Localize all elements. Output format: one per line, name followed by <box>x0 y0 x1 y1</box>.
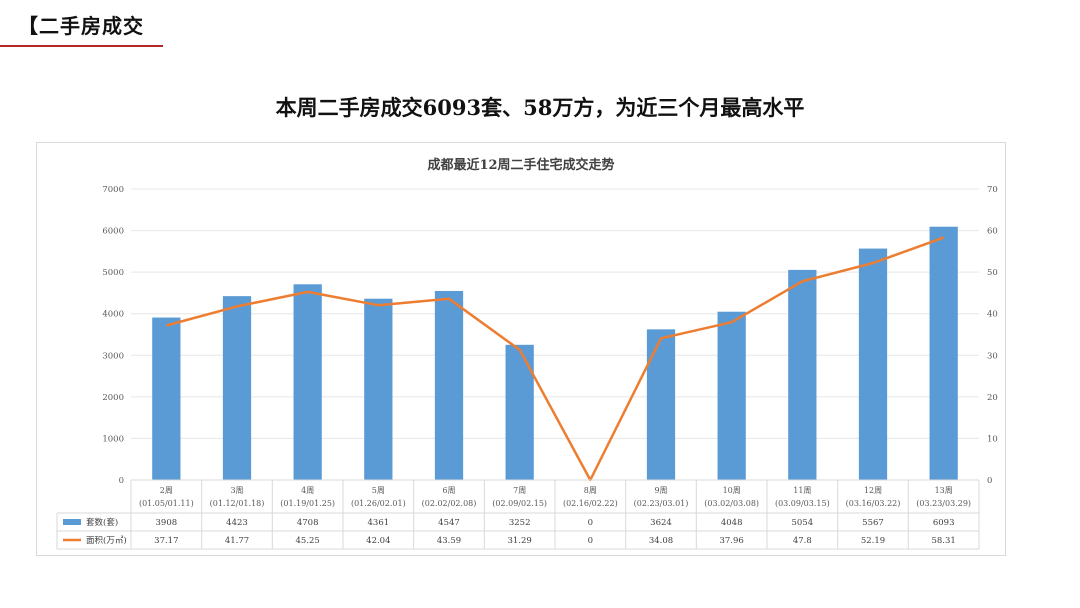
table-cell-value: 4423 <box>226 518 248 528</box>
bar <box>788 269 817 480</box>
category-label: 12周 <box>864 486 882 495</box>
category-date-range: (01.19/01.25) <box>280 499 335 508</box>
right-axis-tick-label: 30 <box>987 351 998 361</box>
table-cell-value: 47.8 <box>793 536 812 546</box>
table-cell-value: 37.17 <box>154 536 178 546</box>
legend-key-bar <box>63 519 81 525</box>
table-cell-value: 4361 <box>368 518 390 528</box>
chart-title: 成都最近12周二手住宅成交走势 <box>427 157 614 173</box>
combo-chart: 成都最近12周二手住宅成交走势 010002000300040005000600… <box>56 157 998 550</box>
table-cell-value: 34.08 <box>649 536 673 546</box>
bar <box>505 344 534 480</box>
category-date-range: (01.12/01.18) <box>210 499 265 508</box>
table-cell-value: 3252 <box>509 518 531 528</box>
table-cell-value: 45.25 <box>295 536 319 546</box>
right-axis-tick-label: 10 <box>987 434 998 444</box>
left-axis-tick-label: 0 <box>119 476 124 486</box>
table-cell-value: 0 <box>588 536 593 546</box>
left-axis-tick-label: 5000 <box>102 268 124 278</box>
category-date-range: (02.23/03.01) <box>634 499 689 508</box>
legend-label: 套数(套) <box>86 517 118 528</box>
left-axis-tick-label: 4000 <box>102 310 124 320</box>
left-axis-tick-label: 1000 <box>102 434 124 444</box>
section-title-underline <box>0 45 163 47</box>
category-date-range: (03.02/03.08) <box>704 499 759 508</box>
category-label: 8周 <box>584 486 597 495</box>
table-cell-value: 4708 <box>297 518 319 528</box>
category-date-range: (03.09/03.15) <box>775 499 830 508</box>
bar <box>222 296 252 480</box>
bar <box>152 317 181 480</box>
area-line <box>165 236 945 482</box>
table-cell-value: 52.19 <box>861 536 885 546</box>
table-cell-value: 5054 <box>792 518 814 528</box>
table-cell-value: 6093 <box>933 518 955 528</box>
table-cell-value: 43.59 <box>437 536 461 546</box>
right-axis-tick-label: 60 <box>987 227 998 237</box>
chart-panel: 成都最近12周二手住宅成交走势 0 1000 2000 3000 4000 5000 600… <box>36 142 1006 556</box>
left-axis-tick-label: 6000 <box>102 227 124 237</box>
category-date-range: (03.16/03.22) <box>846 499 901 508</box>
table-cell-value: 5567 <box>862 518 884 528</box>
left-axis-tick-label: 7000 <box>102 185 124 195</box>
category-label: 9周 <box>654 486 667 495</box>
category-label: 11周 <box>793 486 811 495</box>
category-label: 3周 <box>230 486 243 495</box>
category-date-range: (02.16/02.22) <box>563 499 618 508</box>
right-axis-tick-label: 40 <box>987 310 998 320</box>
bar <box>929 226 958 480</box>
right-axis-tick-label: 70 <box>987 185 998 195</box>
right-axis-tick-label: 20 <box>987 393 998 403</box>
table-cell-value: 3624 <box>650 518 672 528</box>
table-cell-value: 42.04 <box>366 536 390 546</box>
bar <box>293 284 322 480</box>
section-title: 【二手房成交 <box>18 14 144 38</box>
table-cell-value: 31.29 <box>507 536 531 546</box>
right-axis-tick-label: 50 <box>987 268 998 278</box>
table-cell-value: 0 <box>588 518 593 528</box>
right-axis-tick-label: 0 <box>987 476 992 486</box>
legend-label: 面积(万㎡) <box>86 535 127 546</box>
category-date-range: (02.09/02.15) <box>492 499 547 508</box>
category-date-range: (01.05/01.11) <box>139 499 194 508</box>
category-label: 5周 <box>372 486 385 495</box>
category-label: 10周 <box>723 486 741 495</box>
category-date-range: (02.02/02.08) <box>422 499 477 508</box>
category-label: 13周 <box>935 486 953 495</box>
category-label: 6周 <box>442 486 455 495</box>
table-cell-value: 3908 <box>156 518 178 528</box>
table-cell-value: 4048 <box>721 518 743 528</box>
category-label: 7周 <box>513 486 526 495</box>
table-cell-value: 37.96 <box>719 536 743 546</box>
category-date-range: (01.26/02.01) <box>351 499 406 508</box>
left-axis-tick-label: 2000 <box>102 393 124 403</box>
table-cell-value: 58.31 <box>931 536 955 546</box>
bar <box>364 298 393 480</box>
category-label: 4周 <box>301 486 314 495</box>
category-date-range: (03.23/03.29) <box>916 499 971 508</box>
bar <box>717 311 746 480</box>
bar <box>646 329 676 480</box>
table-cell-value: 4547 <box>438 518 460 528</box>
bar <box>434 290 464 480</box>
table-cell-value: 41.77 <box>225 536 249 546</box>
headline: 本周二手房成交6093套、58万方，为近三个月最高水平 <box>275 95 805 120</box>
bar <box>858 248 888 480</box>
category-label: 2周 <box>160 486 173 495</box>
left-axis-tick-label: 3000 <box>102 351 124 361</box>
